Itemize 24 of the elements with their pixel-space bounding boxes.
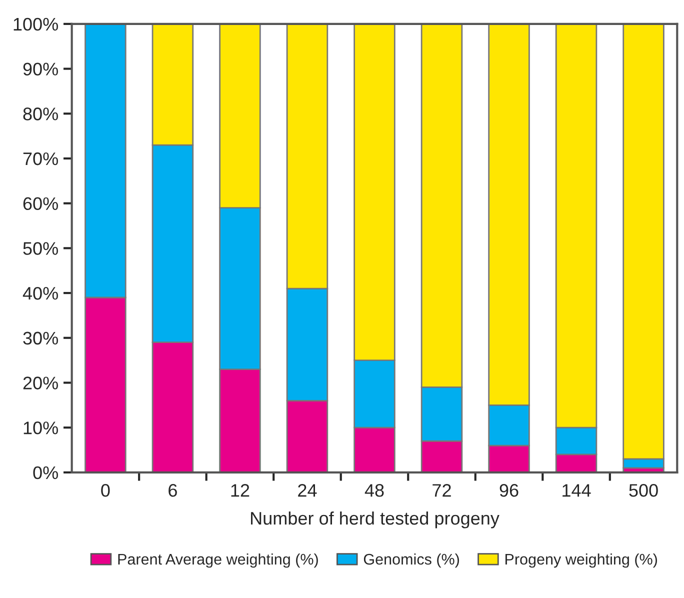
x-tick-label: 24 [298,484,317,497]
x-tick-label: 500 [629,484,658,497]
x-tick-label: 0 [101,484,110,497]
y-tick-label: 0% [33,466,58,480]
y-tick-label: 50% [23,242,58,255]
y-tick-label: 10% [24,422,58,434]
x-tick-label: 6 [168,484,177,497]
legend-label: Genomics (%) [364,553,459,568]
y-tick-label: 30% [23,332,58,345]
y-tick-label: 60% [23,197,58,210]
legend-label: Progeny weighting (%) [505,553,657,568]
x-axis-title: Number of herd tested progeny [251,511,500,528]
x-tick-label: 96 [500,484,518,497]
y-tick-label: 90% [23,62,58,76]
x-tick-label: 48 [364,484,384,497]
y-tick-label: 100% [14,18,58,31]
x-tick-label: 144 [562,484,591,497]
x-tick-label: 12 [231,484,250,497]
y-tick-label: 20% [23,376,58,390]
y-tick-label: 40% [22,286,58,300]
x-tick-label: 72 [432,484,451,497]
y-tick-label: 80% [23,108,58,120]
y-tick-label: 70% [23,152,58,166]
legend-label: Parent Average weighting (%) [118,553,318,568]
